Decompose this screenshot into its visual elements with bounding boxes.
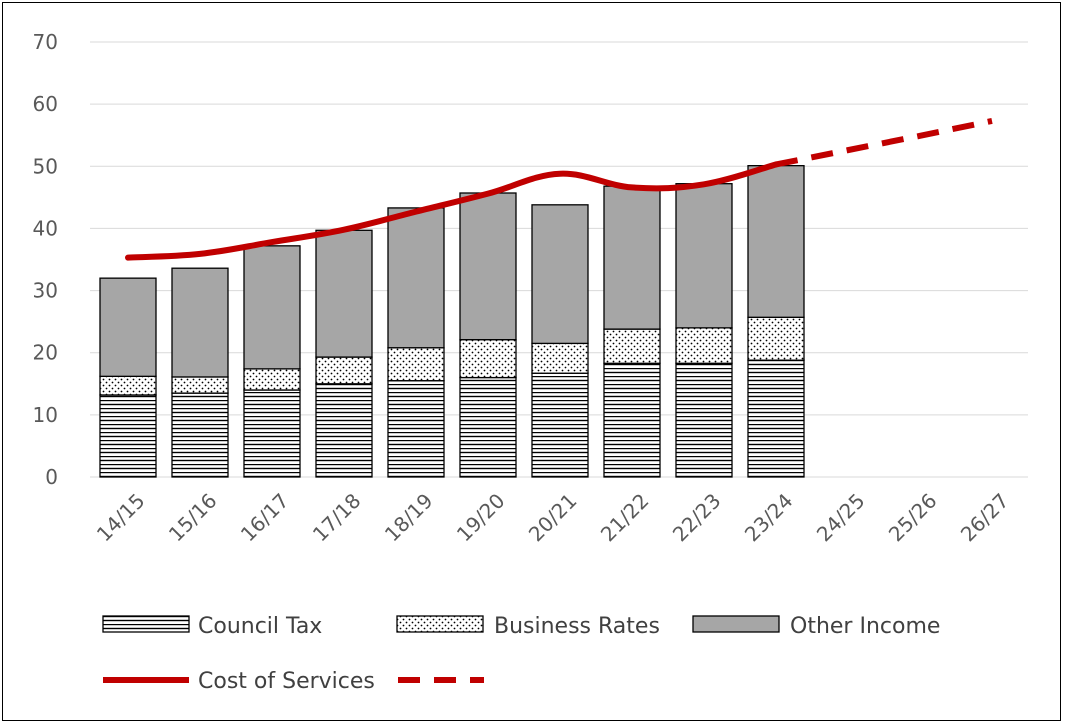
x-tick-label: 20/21 bbox=[524, 489, 582, 547]
bar-business-rates bbox=[747, 316, 805, 361]
legend-swatch bbox=[396, 615, 484, 633]
y-tick-label: 20 bbox=[33, 341, 58, 365]
bars bbox=[99, 165, 805, 478]
legend-label: Council Tax bbox=[198, 614, 322, 639]
x-tick-label: 18/19 bbox=[380, 489, 438, 547]
y-axis-ticks: 0 10 20 30 40 50 60 70 bbox=[33, 30, 58, 489]
x-tick-label: 22/23 bbox=[668, 489, 726, 547]
bar-council-tax bbox=[243, 389, 301, 478]
bar-other-income bbox=[747, 165, 805, 318]
bar-council-tax bbox=[675, 362, 733, 478]
bar-council-tax bbox=[459, 376, 517, 478]
bar-business-rates bbox=[387, 347, 445, 382]
bar-council-tax bbox=[315, 383, 373, 478]
x-tick-label: 21/22 bbox=[596, 489, 654, 547]
bar-council-tax bbox=[603, 362, 661, 478]
x-tick-label: 26/27 bbox=[956, 489, 1014, 547]
x-tick-label: 14/15 bbox=[92, 489, 150, 547]
x-tick-label: 19/20 bbox=[452, 489, 510, 547]
legend-swatch bbox=[102, 615, 190, 633]
bar-other-income bbox=[675, 183, 733, 329]
bar-business-rates bbox=[603, 328, 661, 364]
bar-council-tax bbox=[99, 394, 157, 478]
bar-other-income bbox=[387, 207, 445, 349]
x-tick-label: 24/25 bbox=[812, 489, 870, 547]
y-tick-label: 70 bbox=[33, 30, 58, 54]
bar-other-income bbox=[99, 277, 157, 377]
legend: Council Tax Business Rates Other Income Cos… bbox=[102, 614, 940, 694]
x-tick-label: 15/16 bbox=[164, 489, 222, 547]
x-tick-label: 17/18 bbox=[308, 489, 366, 547]
x-tick-label: 16/17 bbox=[236, 489, 294, 547]
legend-label: Other Income bbox=[790, 614, 940, 639]
bar-business-rates bbox=[531, 342, 589, 374]
bar-other-income bbox=[459, 192, 517, 341]
x-tick-label: 25/26 bbox=[884, 489, 942, 547]
y-tick-label: 50 bbox=[33, 154, 58, 178]
y-tick-label: 60 bbox=[33, 92, 58, 116]
bar-other-income bbox=[243, 245, 301, 370]
legend-label: Cost of Services bbox=[198, 669, 375, 694]
bar-council-tax bbox=[747, 359, 805, 478]
bar-council-tax bbox=[171, 392, 229, 478]
bar-other-income bbox=[171, 267, 229, 378]
bar-other-income bbox=[315, 229, 373, 358]
cost-of-services-projection-line bbox=[775, 117, 993, 168]
bar-business-rates bbox=[459, 339, 517, 379]
cost-of-services-line bbox=[125, 161, 779, 261]
bar-business-rates bbox=[171, 376, 229, 394]
bar-business-rates bbox=[315, 356, 373, 385]
bar-other-income bbox=[603, 185, 661, 330]
y-tick-label: 40 bbox=[33, 216, 58, 240]
bar-council-tax bbox=[531, 372, 589, 478]
legend-label: Business Rates bbox=[494, 614, 660, 639]
cost-line bbox=[125, 117, 993, 261]
x-tick-label: 23/24 bbox=[740, 489, 798, 547]
y-tick-label: 0 bbox=[45, 465, 58, 489]
x-axis-ticks: 14/15 15/16 16/17 17/18 18/19 19/20 20/21 21/22… bbox=[92, 489, 1014, 547]
bar-other-income bbox=[531, 204, 589, 345]
legend-swatch bbox=[692, 615, 780, 633]
bar-business-rates bbox=[99, 375, 157, 396]
bar-business-rates bbox=[243, 368, 301, 391]
bar-business-rates bbox=[675, 327, 733, 364]
y-tick-label: 30 bbox=[33, 279, 58, 303]
bar-council-tax bbox=[387, 380, 445, 478]
y-tick-label: 10 bbox=[33, 403, 58, 427]
